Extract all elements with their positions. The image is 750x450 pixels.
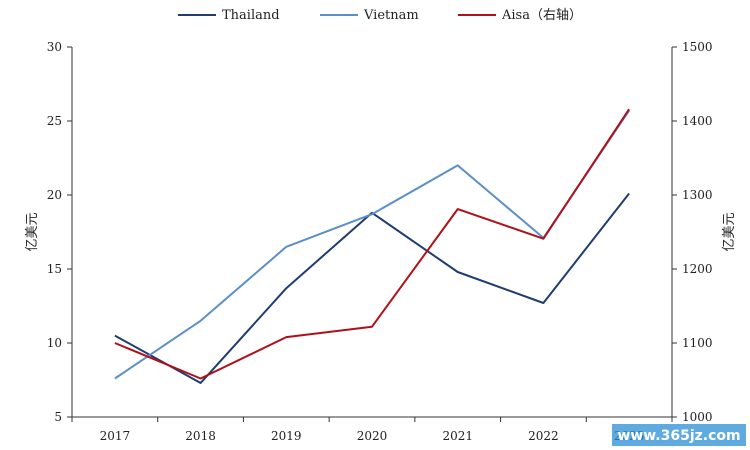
- x-tick-label: 2020: [357, 429, 388, 443]
- y-tick-label-left: 10: [47, 336, 62, 350]
- y-tick-label-right: 1200: [682, 262, 713, 276]
- y-axis-title-left: 亿美元: [25, 212, 40, 251]
- x-tick-label: 2019: [271, 429, 302, 443]
- y-axis-title-right: 亿美元: [722, 212, 737, 251]
- series-line: [114, 108, 630, 380]
- y-tick-label-right: 1300: [682, 188, 713, 202]
- legend-label: Aisa（右轴）: [501, 8, 582, 23]
- y-tick-label-left: 15: [47, 262, 62, 276]
- x-tick-label: 2017: [100, 429, 131, 443]
- y-tick-label-left: 25: [47, 114, 62, 128]
- legend-label: Vietnam: [363, 8, 419, 23]
- x-tick-label: 2021: [442, 429, 473, 443]
- series-line: [114, 110, 630, 380]
- y-tick-label-left: 5: [54, 410, 62, 424]
- x-tick-label: 2018: [185, 429, 216, 443]
- tick-labels: 5 10 15 20 25 30 1000 1100 1200 1300 1400 1500 2017 2…: [47, 40, 713, 443]
- watermark-background: [612, 424, 746, 446]
- y-tick-label-right: 1000: [682, 410, 713, 424]
- y-tick-label-left: 20: [47, 188, 62, 202]
- chart-legend: Thailand Vietnam Aisa（右轴）: [178, 8, 582, 23]
- legend-label: Thailand: [222, 8, 280, 23]
- watermark-text: www.365jz.com: [617, 428, 740, 444]
- series-line: [114, 192, 630, 384]
- x-tick-label: 2022: [528, 429, 559, 443]
- series-lines: [114, 108, 630, 384]
- y-tick-label-right: 1500: [682, 40, 713, 54]
- y-tick-label-left: 30: [47, 40, 62, 54]
- chart-axes: [67, 46, 677, 422]
- y-tick-label-right: 1100: [682, 336, 713, 350]
- y-tick-label-right: 1400: [682, 114, 713, 128]
